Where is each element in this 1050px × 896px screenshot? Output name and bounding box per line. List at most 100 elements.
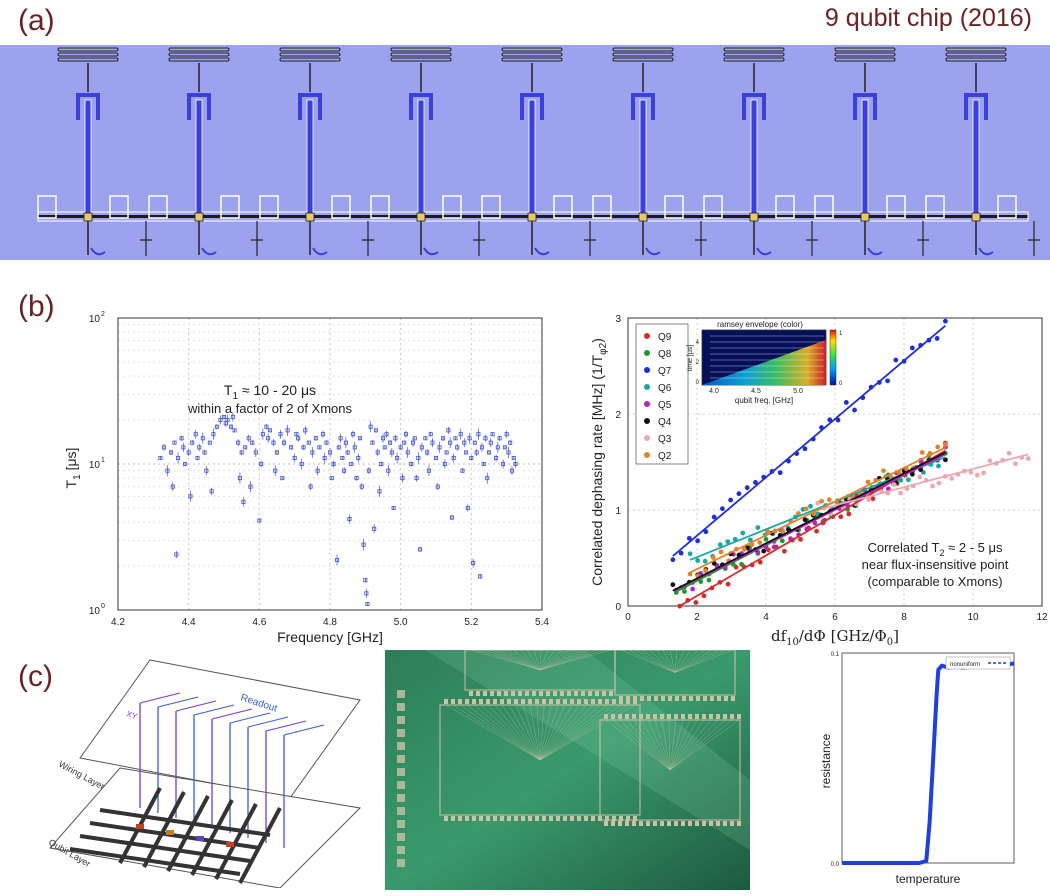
- resonator-meander: [57, 57, 119, 62]
- qubit-junction: [166, 830, 174, 835]
- deph-data-point: [968, 469, 974, 475]
- t1-data-point: [377, 489, 382, 494]
- wiring-trace: [139, 692, 181, 704]
- t1-data-point: [342, 468, 347, 473]
- photo-bond-pad: [546, 691, 550, 696]
- t1-x-tick-label: 4.6: [252, 617, 266, 628]
- deph-data-point: [1006, 450, 1012, 456]
- deph-data-point: [987, 458, 993, 464]
- resonator-meander: [612, 57, 674, 62]
- photo-bond-pad: [591, 699, 595, 704]
- deph-data-point: [917, 474, 923, 480]
- qubit-grid-column: [214, 803, 258, 880]
- deph-data-point: [725, 539, 731, 545]
- photo-bond-pad: [553, 691, 557, 696]
- t1-y-tick-label: 10: [89, 606, 101, 617]
- photo-bond-pad: [619, 696, 623, 701]
- deph-data-point: [943, 442, 948, 447]
- photo-bond-pad: [709, 714, 713, 719]
- t1-data-point: [412, 436, 417, 441]
- deph-data-point: [717, 542, 723, 548]
- qubit-unit: [703, 47, 818, 256]
- photo-fanout-trace: [539, 704, 559, 761]
- photo-bond-pad: [640, 696, 644, 701]
- photo-bond-pad: [458, 816, 462, 821]
- photo-side-pad: [397, 846, 405, 854]
- photo-fanout-trace: [661, 719, 671, 771]
- t1-data-point: [478, 574, 483, 579]
- inset-y-tick-label: 4: [696, 340, 700, 346]
- photo-bond-pad: [472, 816, 476, 821]
- deph-data-point: [686, 535, 692, 541]
- resonator-meander: [390, 47, 452, 52]
- photo-bond-pad: [497, 691, 501, 696]
- t1-data-point: [356, 455, 361, 460]
- photo-fanout-trace: [501, 704, 541, 761]
- t1-data-point: [329, 476, 334, 481]
- photo-bond-pad: [695, 821, 699, 826]
- deph-data-point: [720, 506, 725, 512]
- qubit-grid-column: [166, 795, 210, 872]
- deph-data-point: [718, 549, 724, 555]
- deph-y-tick-label: 0: [615, 602, 621, 613]
- layer-stack-diagram: Wiring Layer Qubit Layer Readout XY: [47, 659, 362, 888]
- resonator-meander: [723, 57, 785, 62]
- t1-data-point: [225, 418, 230, 423]
- deph-annotation-line3: (comparable to Xmons): [867, 574, 1002, 589]
- photo-bond-pad: [574, 691, 578, 696]
- junction: [194, 212, 204, 222]
- t1-annotation-line2: within a factor of 2 of Xmons: [187, 401, 353, 416]
- t1-data-point: [411, 440, 416, 445]
- inset-colorbar: [829, 329, 837, 386]
- deph-y-tick-label: 2: [615, 410, 621, 421]
- photo-bond-pad: [605, 816, 609, 821]
- deph-data-point: [865, 479, 871, 485]
- photo-bond-pad: [689, 696, 693, 701]
- qubit-unit: [814, 47, 929, 256]
- photo-bond-pad: [577, 816, 581, 821]
- photo-bond-pad: [444, 699, 448, 704]
- t1-data-point: [161, 445, 166, 450]
- t1-data-point: [257, 518, 262, 523]
- t1-data-point: [433, 455, 438, 460]
- photo-bond-pad: [611, 821, 615, 826]
- wiring-trace: [283, 724, 325, 736]
- photo-fanout-trace: [539, 650, 605, 671]
- t1-data-point: [379, 461, 384, 466]
- photo-bond-pad: [695, 714, 699, 719]
- t1-data-point: [354, 476, 359, 481]
- photo-bond-pad: [500, 699, 504, 704]
- t1-data-point: [490, 432, 495, 437]
- photo-fanout-trace: [674, 650, 685, 673]
- photo-bond-pad: [581, 691, 585, 696]
- t1-data-point: [418, 547, 423, 552]
- t1-data-point: [444, 450, 449, 455]
- photo-side-pad: [397, 833, 405, 841]
- deph-data-point: [815, 500, 821, 506]
- photo-fanout-trace: [539, 650, 591, 671]
- photo-fanout-trace: [498, 650, 541, 671]
- photo-fanout-trace: [669, 719, 691, 771]
- photo-bond-pad: [633, 699, 637, 704]
- wiring-trace: [157, 696, 199, 708]
- deph-data-point: [1025, 456, 1031, 461]
- t1-data-point: [172, 440, 177, 445]
- photo-bond-pad: [654, 696, 658, 701]
- t1-data-point: [384, 432, 389, 437]
- inset-colorbar-tick-label: 1: [839, 331, 843, 337]
- ramsey-inset: ramsey envelope (color) 4.0 4.5 5.0 0 2 4 0 1 q…: [687, 320, 843, 405]
- t1-x-axis-label: Frequency [GHz]: [277, 629, 383, 645]
- qubit-arm: [972, 99, 980, 219]
- resonator-meander: [612, 47, 674, 52]
- photo-fanout-trace: [647, 719, 671, 771]
- t1-data-point: [221, 414, 226, 419]
- photo-bond-pad: [532, 691, 536, 696]
- photo-bond-pad: [521, 816, 525, 821]
- photo-bond-pad: [486, 816, 490, 821]
- photo-bond-pad: [604, 714, 608, 719]
- t1-data-point: [174, 552, 179, 557]
- deph-data-point: [777, 470, 783, 476]
- t1-data-point: [441, 436, 446, 441]
- junction: [749, 212, 759, 222]
